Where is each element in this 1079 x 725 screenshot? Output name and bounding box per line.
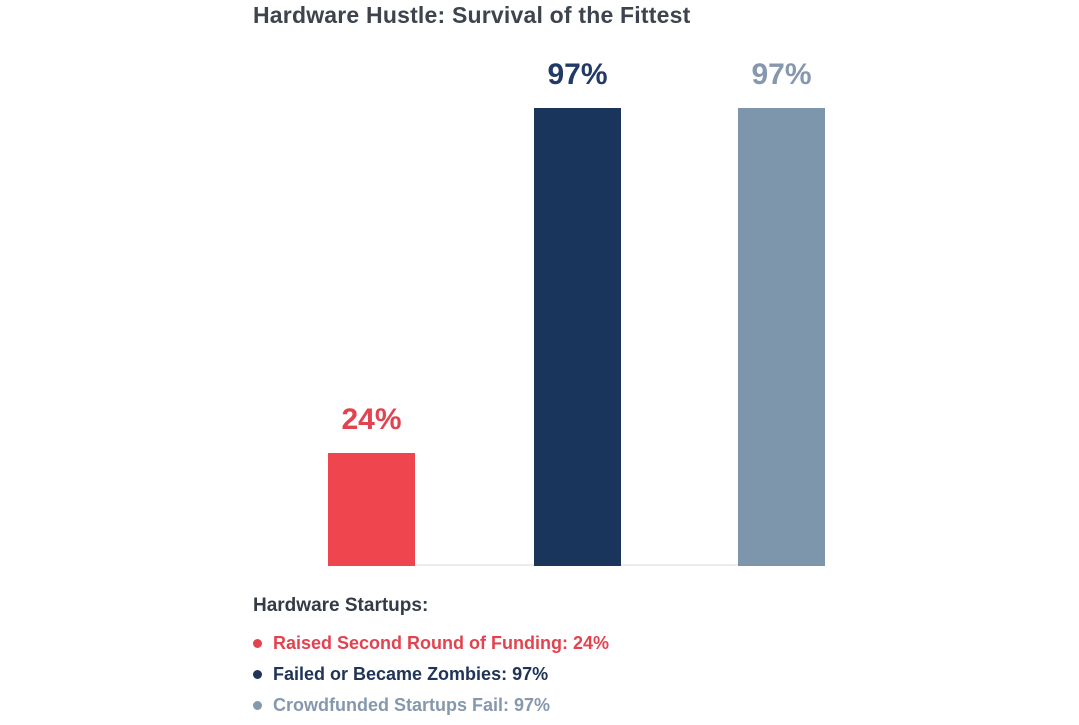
bar-rect [534,108,621,566]
bar-value-label: 24% [341,403,402,436]
legend: Hardware Startups: Raised Second Round o… [253,595,609,725]
bar-crowdfunded-startups-fail: 97% [738,0,825,566]
legend-item-label: Failed or Became Zombies: 97% [273,664,549,684]
bar-value-label: 97% [547,58,608,91]
legend-heading: Hardware Startups: [253,595,429,616]
legend-item-label: Raised Second Round of Funding: 24% [273,633,610,653]
legend-dot-icon [253,669,262,679]
bar-failed-or-became-zombies: 97% [534,0,621,566]
legend-item-raised-second-round-of-funding: Raised Second Round of Funding: 24% [253,632,609,654]
legend-item-label: Crowdfunded Startups Fail: 97% [273,695,551,715]
bar-value-label: 97% [751,58,812,91]
legend-dot-icon [253,700,262,710]
legend-item-failed-or-became-zombies: Failed or Became Zombies: 97% [253,663,609,685]
bar-raised-second-round-of-funding: 24% [328,0,415,566]
legend-item-crowdfunded-startups-fail: Crowdfunded Startups Fail: 97% [253,694,609,716]
chart-title: Hardware Hustle: Survival of the Fittest [253,2,691,28]
bar-rect [738,108,825,566]
bar-rect [328,453,415,566]
legend-dot-icon [253,638,262,648]
plot-area: 24% 97% 97% [328,0,825,566]
